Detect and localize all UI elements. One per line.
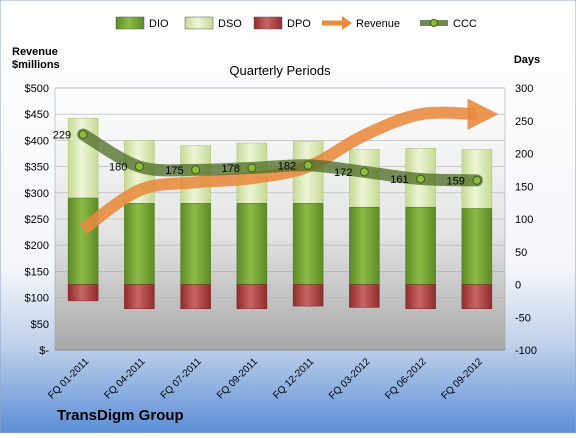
- left-tick-label: $-: [39, 345, 49, 357]
- dpo-bar: [124, 284, 155, 309]
- left-tick-label: $50: [31, 319, 49, 331]
- dio-bar: [349, 206, 380, 285]
- ccc-point: [191, 165, 201, 175]
- left-axis-label: Revenue $millions: [12, 46, 61, 71]
- ccc-data-label: 159: [447, 175, 465, 187]
- ccc-point: [303, 160, 313, 170]
- right-tick-label: -50: [515, 312, 531, 324]
- dpo-bar: [405, 284, 436, 309]
- left-tick-label: $300: [25, 188, 49, 200]
- dpo-bar: [180, 284, 211, 309]
- dio-bar: [236, 203, 268, 285]
- legend-label: CCC: [453, 18, 477, 30]
- ccc-data-label: 180: [109, 162, 127, 174]
- revenue-series: [79, 98, 499, 235]
- right-tick-label: 50: [515, 247, 527, 259]
- dio-bar: [405, 206, 436, 285]
- legend: DIO DSO DPO Revenue CCC: [115, 16, 477, 30]
- legend-item-dio: DIO: [115, 16, 169, 30]
- legend-label: Revenue: [356, 18, 400, 30]
- left-tick-label: $450: [25, 109, 49, 121]
- legend-swatch: [184, 16, 214, 30]
- legend-item-dso: DSO: [184, 16, 242, 30]
- right-tick-label: 0: [515, 280, 521, 292]
- left-tick-label: $400: [25, 135, 49, 147]
- left-tick-label: $500: [25, 83, 49, 95]
- left-tick-label: $250: [25, 214, 49, 226]
- dpo-bar: [292, 284, 324, 307]
- ccc-data-label: 172: [334, 167, 352, 179]
- ccc-point: [247, 163, 257, 173]
- ccc-point: [416, 174, 426, 184]
- right-tick-label: 100: [515, 214, 533, 226]
- legend-swatch: [253, 16, 283, 30]
- legend-label: DIO: [149, 18, 169, 30]
- left-axis: $- $50 $100 $150 $200 $250 $300 $350 $400 $450 $50…: [25, 83, 50, 357]
- legend-item-revenue: Revenue: [322, 16, 400, 30]
- ccc-point: [359, 167, 369, 177]
- chart-title: Quarterly Periods: [229, 63, 331, 78]
- dio-bar: [292, 203, 324, 285]
- ccc-point: [134, 162, 144, 172]
- company-name: TransDigm Group: [57, 407, 184, 424]
- right-axis: -100 -50 0 50 100 150 200 250 300: [515, 83, 537, 357]
- left-tick-label: $100: [25, 293, 49, 305]
- ccc-data-label: 182: [278, 160, 296, 172]
- legend-label: DPO: [287, 18, 311, 30]
- ccc-data-label: 175: [165, 165, 183, 177]
- left-tick-label: $200: [25, 240, 49, 252]
- dio-bar: [180, 203, 211, 285]
- dio-bar: [124, 203, 155, 285]
- ccc-series: 229 180 175 178 182 172 161 159: [53, 128, 483, 187]
- right-tick-label: 250: [515, 116, 533, 128]
- right-tick-label: 150: [515, 181, 533, 193]
- ccc-data-label: 178: [222, 163, 240, 175]
- ccc-data-label: 229: [53, 130, 71, 142]
- legend-swatch: [115, 16, 145, 30]
- ccc-point: [472, 175, 482, 185]
- dpo-bar: [67, 284, 99, 302]
- ccc-point: [78, 130, 88, 140]
- dpo-bar: [236, 284, 268, 309]
- legend-label: DSO: [218, 18, 242, 30]
- dio-bar: [67, 197, 99, 285]
- right-tick-label: 200: [515, 149, 533, 161]
- right-tick-label: 300: [515, 83, 533, 95]
- right-tick-label: -100: [515, 345, 537, 357]
- legend-marker: [430, 19, 438, 27]
- dpo-bar: [349, 284, 380, 308]
- right-axis-label: Days: [514, 54, 540, 66]
- left-tick-label: $350: [25, 162, 49, 174]
- dpo-bar: [461, 284, 493, 309]
- revenue-arrow: [79, 98, 499, 235]
- legend-item-ccc: CCC: [420, 18, 477, 30]
- dio-bar: [461, 208, 493, 285]
- legend-item-dpo: DPO: [253, 16, 311, 30]
- legend-arrowhead: [342, 16, 352, 30]
- ccc-data-label: 161: [390, 174, 408, 186]
- left-tick-label: $150: [25, 266, 49, 278]
